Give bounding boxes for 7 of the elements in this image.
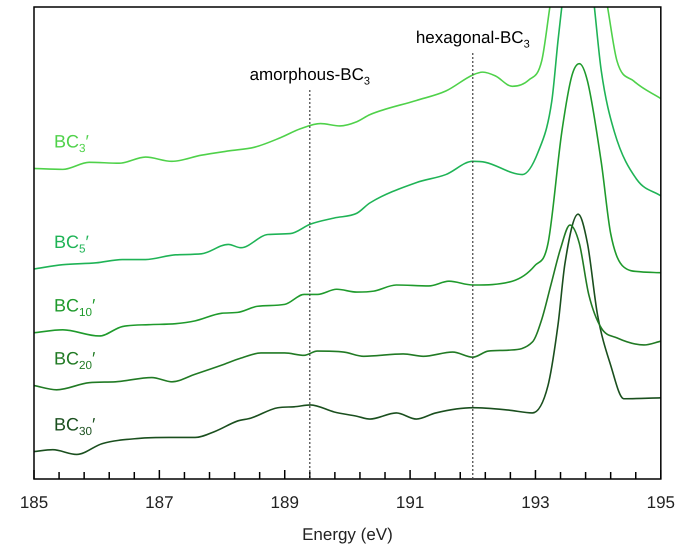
x-tick-label: 187 [145, 492, 174, 512]
x-tick-label: 195 [646, 492, 676, 512]
x-tick-label: 193 [521, 492, 550, 512]
x-axis-title: Energy (eV) [302, 525, 393, 544]
x-tick-label: 191 [396, 492, 424, 512]
x-tick-label: 185 [20, 492, 48, 512]
x-tick-label: 189 [270, 492, 299, 512]
